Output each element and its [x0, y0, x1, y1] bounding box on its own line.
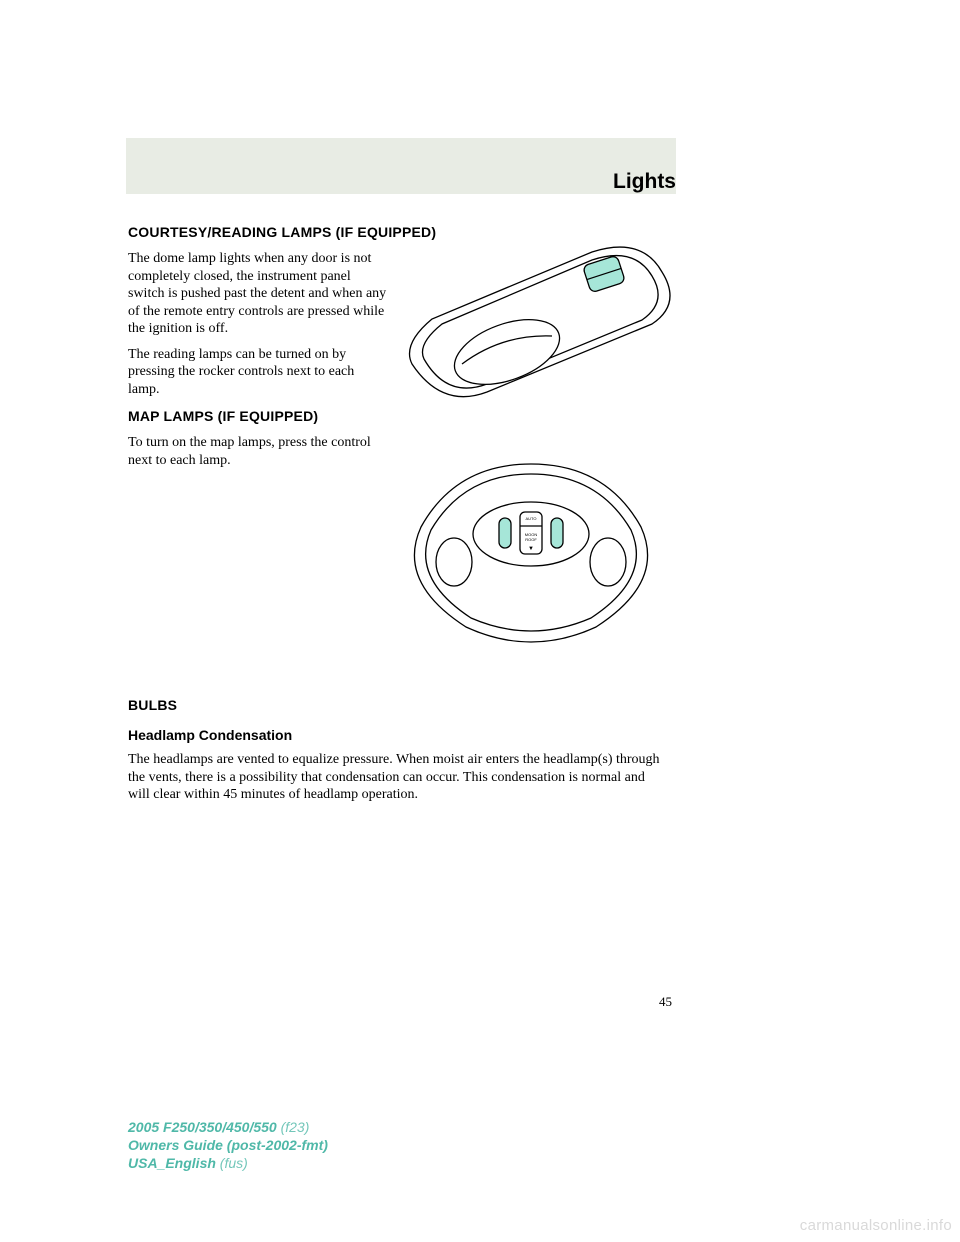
footer-lang: USA_English — [128, 1155, 216, 1171]
bulbs-paragraph-1: The headlamps are vented to equalize pre… — [128, 751, 668, 804]
footer-line-1: 2005 F250/350/450/550 (f23) — [128, 1118, 328, 1136]
footer-model: 2005 F250/350/450/550 — [128, 1119, 277, 1135]
footer-line-3: USA_English (fus) — [128, 1154, 328, 1172]
page-section-title: Lights — [613, 170, 676, 194]
bulbs-heading: BULBS — [128, 697, 676, 713]
footer-code-1: (f23) — [277, 1119, 310, 1135]
bulbs-subheading: Headlamp Condensation — [128, 727, 676, 743]
courtesy-heading: COURTESY/READING LAMPS (IF EQUIPPED) — [128, 224, 676, 240]
map-paragraph-1: To turn on the map lamps, press the cont… — [128, 434, 388, 469]
map-lamp-figure: AUTO MOON ROOF ▼ — [406, 452, 656, 652]
courtesy-paragraph-1: The dome lamp lights when any door is no… — [128, 250, 388, 338]
svg-text:▼: ▼ — [528, 546, 534, 552]
dome-lamp-figure — [392, 244, 678, 394]
footer: 2005 F250/350/450/550 (f23) Owners Guide… — [128, 1118, 328, 1173]
courtesy-paragraph-2: The reading lamps can be turned on by pr… — [128, 346, 388, 399]
header-bar — [126, 138, 676, 194]
moonroof-label-auto: AUTO — [525, 516, 536, 521]
watermark: carmanualsonline.info — [800, 1217, 952, 1234]
footer-line-2: Owners Guide (post-2002-fmt) — [128, 1136, 328, 1154]
footer-code-2: (fus) — [216, 1155, 248, 1171]
moonroof-label-roof: ROOF — [525, 537, 537, 542]
map-heading: MAP LAMPS (IF EQUIPPED) — [128, 408, 676, 424]
page-number: 45 — [659, 994, 672, 1010]
